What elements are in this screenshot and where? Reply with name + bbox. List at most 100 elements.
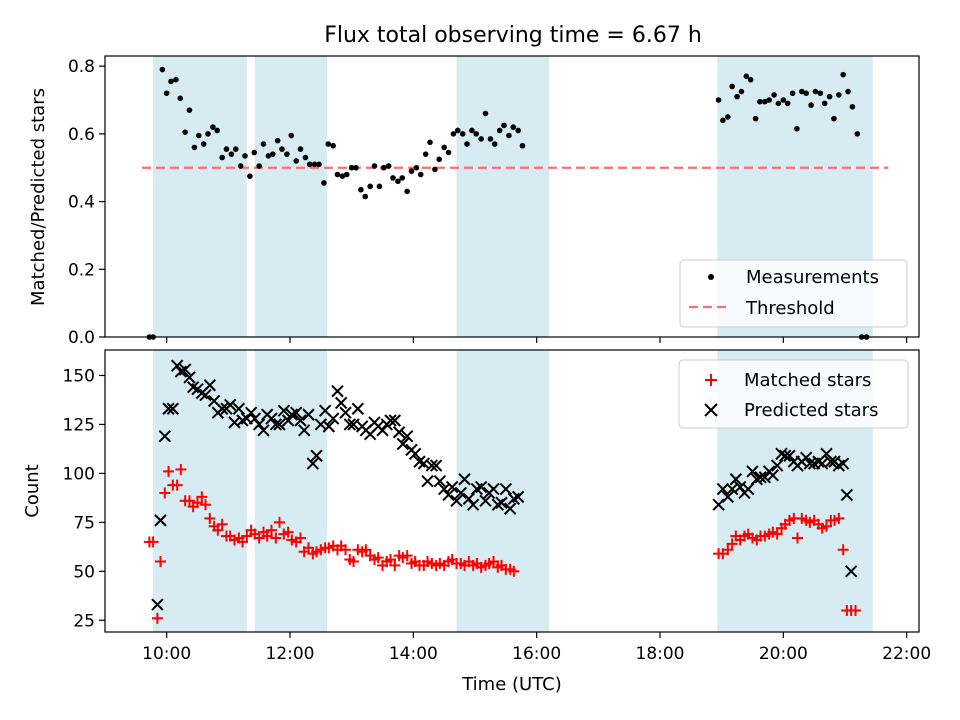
top-y-tick-label: 0.4 [68,193,95,213]
predicted-point [495,496,508,509]
measurement-point [168,78,174,85]
predicted-point [729,473,743,486]
chart-title: Flux total observing time = 6.67 h [324,23,702,48]
predicted-point [392,426,406,439]
measurement-point [210,124,216,130]
x-tick-label: 12:00 [266,644,315,664]
measurement-point [376,183,383,190]
measurement-point [510,124,517,130]
predicted-point [166,402,180,415]
matched-point [792,532,804,544]
x-tick-label: 22:00 [882,644,931,664]
measurement-point [720,117,726,124]
x-tick-label: 18:00 [636,644,685,664]
matched-point [163,465,175,477]
predicted-point [491,498,505,511]
measurement-point [803,90,809,97]
top-axes-frame [104,55,920,338]
predicted-point [499,482,513,496]
x-tick-label: 20:00 [759,644,808,664]
predicted-point [297,424,311,437]
predicted-point [388,414,402,427]
measurement-point [195,132,202,139]
bottom-y-axis-label: Count [22,464,43,517]
predicted-point [511,490,525,504]
measurement-point [362,193,369,200]
legend-measurements-label: Measurements [746,267,879,288]
predicted-point [170,359,184,372]
matched-point [253,532,265,544]
predicted-point [396,437,410,451]
predicted-point [376,424,389,437]
measurement-point [186,107,193,113]
predicted-point [252,418,266,431]
measurement-point [482,110,489,117]
measurement-point [464,141,470,147]
matched-point [274,516,286,528]
measurement-point [766,97,772,103]
top-y-tick-label: 0.6 [68,125,95,145]
measurement-point [297,146,304,152]
measurements-series [146,66,870,340]
predicted-point [712,498,725,511]
matched-stars-series [143,463,861,624]
matched-point [360,544,372,556]
predicted-point [770,459,784,472]
measurement-point [469,127,475,134]
measurement-point [496,127,503,134]
matched-point [303,542,314,554]
measurement-point [348,164,355,171]
matched-point [282,526,294,538]
bottom-y-tick-label: 25 [73,611,95,631]
measurement-point [757,98,763,105]
measurement-point [747,76,754,83]
measurement-point [854,131,861,137]
predicted-point [454,486,468,500]
predicted-point [503,502,517,515]
top-legend-box [679,259,908,328]
measurement-point [738,88,745,95]
matched-point [200,499,212,511]
measurement-point [775,100,782,107]
measurement-point [519,142,526,149]
measurement-point [334,171,341,178]
matched-point [159,487,171,499]
measurement-point [404,188,410,195]
measurement-point [836,92,842,98]
predicted-point [294,414,307,427]
predicted-point [269,418,283,431]
measurement-point [228,151,235,157]
shaded-interval-1 [153,350,247,632]
matched-point [340,544,351,556]
measurement-point [177,95,184,102]
bottom-x-axis-ticks: 10:00 12:00 14:00 16:00 18:00 20:00 22:00 [142,632,931,664]
predicted-point [408,447,422,460]
measurement-point [274,137,281,144]
predicted-point [474,480,488,494]
predicted-point [466,498,480,511]
predicted-point [248,412,262,425]
matched-point [151,612,163,624]
predicted-point [458,473,471,486]
predicted-point [178,363,192,376]
predicted-point [479,494,492,507]
matched-point [372,552,384,564]
measurement-point [743,73,750,80]
matched-point [237,536,249,548]
measurement-point [371,163,378,169]
measurement-point [385,163,392,169]
measurement-point [223,146,230,152]
predicted-point [741,482,755,496]
measurement-point [200,141,207,147]
top-y-tick-label: 0.0 [68,328,95,348]
predicted-point [334,396,348,410]
predicted-point [322,420,336,433]
legend-predicted-marker [704,403,718,417]
measurement-point [302,154,309,161]
measurement-point [436,156,443,163]
measurement-point [358,186,364,193]
measurement-point [353,164,359,171]
bottom-panel: 25 50 75 100 125 150 10:00 12:00 14:00 16:00 18:0… [22,349,931,695]
predicted-point [310,449,323,462]
predicted-point [384,414,397,427]
